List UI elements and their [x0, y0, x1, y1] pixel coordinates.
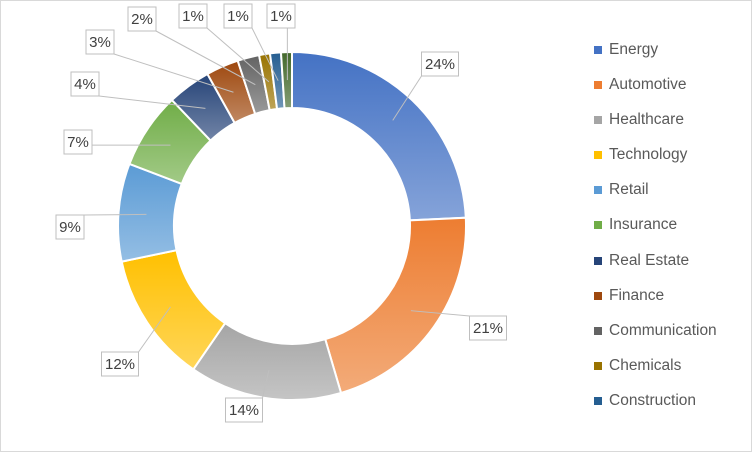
legend-swatch [594, 46, 602, 54]
data-label: 2% [131, 11, 153, 28]
leader-line [138, 306, 171, 353]
legend-item-automotive: Automotive [594, 73, 717, 108]
legend-swatch [594, 116, 602, 125]
leader-line [206, 27, 270, 83]
legend-label: Real Estate [609, 251, 690, 269]
leader-line [251, 27, 279, 81]
data-label-box [85, 29, 115, 55]
data-label: 9% [59, 219, 81, 236]
legend-label: Communication [609, 321, 717, 339]
legend-swatch [594, 151, 602, 160]
legend-label: Energy [609, 41, 659, 58]
data-label-box [421, 51, 459, 77]
leader-line [113, 53, 234, 93]
data-label-box [225, 397, 263, 423]
chart-legend: Energy Automotive Healthcare Technology Reta… [594, 38, 717, 424]
legend-item-construction: Construction [594, 389, 717, 424]
leader-line [410, 310, 470, 317]
legend-item-technology: Technology [594, 143, 717, 178]
legend-swatch [594, 361, 602, 370]
legend-item-retail: Retail [594, 178, 717, 213]
data-label: 7% [67, 134, 89, 151]
data-label-box [127, 6, 157, 32]
legend-item-chemicals: Chemicals [594, 354, 717, 389]
data-label-box [63, 129, 93, 155]
legend-item-insurance: Insurance [594, 213, 717, 248]
legend-label: Chemicals [609, 356, 682, 374]
data-label: 1% [270, 8, 292, 25]
slice-automotive [324, 216, 467, 395]
data-label-box [266, 3, 296, 29]
leader-line [155, 30, 256, 86]
legend-item-communication: Communication [594, 319, 717, 354]
legend-item-finance: Finance [594, 284, 717, 319]
legend-label: Retail [609, 181, 649, 199]
legend-swatch [594, 396, 602, 405]
data-label: 4% [74, 76, 96, 93]
data-label: 1% [227, 8, 249, 25]
legend-item-real-estate: Real Estate [594, 249, 717, 284]
data-label-box [223, 3, 253, 29]
legend-swatch [594, 81, 602, 90]
legend-label: Insurance [609, 216, 678, 234]
data-label: 21% [473, 320, 503, 337]
legend-label: Technology [609, 146, 688, 164]
data-label-box [178, 3, 208, 29]
legend-swatch [594, 186, 602, 195]
legend-swatch [594, 256, 602, 265]
leader-line [98, 95, 206, 109]
legend-item-energy: Energy [594, 38, 717, 73]
legend-label: Finance [609, 286, 665, 304]
data-label-box [55, 214, 85, 240]
data-label: 3% [89, 34, 111, 51]
legend-label: Healthcare [609, 111, 684, 129]
legend-item-healthcare: Healthcare [594, 108, 717, 143]
legend-label: Construction [609, 391, 697, 409]
legend-swatch [594, 326, 602, 335]
leader-line [83, 213, 147, 216]
data-label: 12% [105, 356, 135, 373]
data-label-box [70, 71, 100, 97]
data-label: 14% [229, 402, 259, 419]
legend-swatch [594, 221, 602, 230]
slice-other-1 [279, 50, 293, 110]
data-label: 24% [425, 56, 455, 73]
leader-line [262, 370, 270, 399]
slice-energy [291, 50, 467, 222]
data-label: 1% [182, 8, 204, 25]
legend-swatch [594, 291, 602, 300]
leader-line [392, 75, 422, 121]
data-label-box [101, 351, 139, 377]
data-label-box [469, 315, 507, 341]
legend-label: Automotive [609, 76, 687, 94]
